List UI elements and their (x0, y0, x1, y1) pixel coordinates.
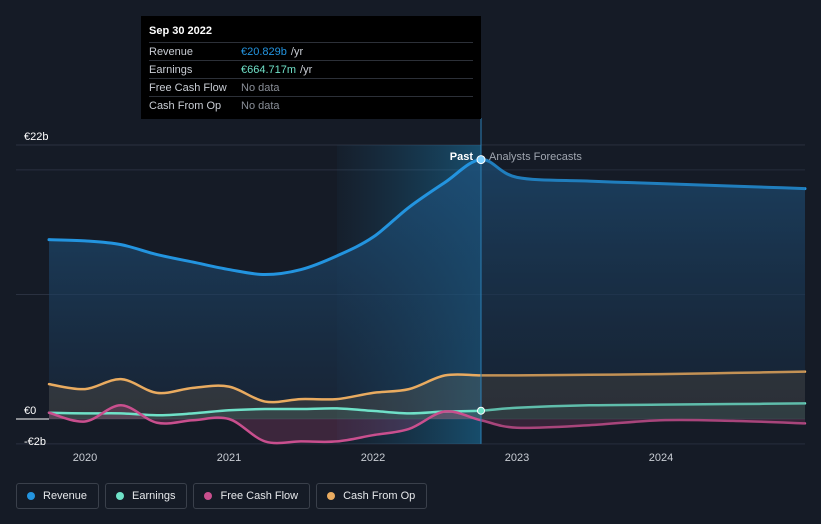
legend-item-cash-from-op[interactable]: Cash From Op (316, 483, 428, 509)
tooltip-row-cash-from-op: Cash From Op No data (149, 96, 473, 114)
legend-label: Cash From Op (343, 490, 416, 502)
tooltip-value: €664.717m (241, 63, 297, 76)
tooltip-label: Cash From Op (149, 99, 222, 112)
series-area-free-cash-flow (49, 405, 805, 444)
revenue-dot-icon (27, 492, 35, 500)
earnings-dot-icon (116, 492, 125, 500)
tooltip-value: No data (241, 81, 280, 94)
tooltip-row-earnings: Earnings €664.717m /yr (149, 60, 473, 78)
legend-label: Free Cash Flow (220, 490, 299, 502)
free-cash-flow-dot-icon (204, 492, 213, 500)
tooltip-value: No data (241, 99, 280, 112)
legend-label: Earnings (132, 490, 176, 502)
legend-item-free-cash-flow[interactable]: Free Cash Flow (193, 483, 311, 509)
forecast-label: Analysts Forecasts (489, 151, 582, 163)
hover-markers (476, 155, 486, 415)
y-tick-label: -€2b (24, 436, 46, 448)
past-label: Past (450, 151, 474, 163)
x-axis: 2020 2021 2022 2023 2024 (73, 452, 673, 464)
x-tick-label: 2021 (217, 452, 241, 464)
legend-label: Revenue (43, 490, 88, 502)
legend: Revenue Earnings Free Cash Flow Cash Fro… (16, 483, 428, 509)
series-area-earnings (49, 403, 805, 419)
series-line-revenue (47, 158, 807, 277)
series-lines (47, 145, 807, 445)
x-tick-label: 2023 (505, 452, 529, 464)
legend-item-revenue[interactable]: Revenue (16, 483, 100, 509)
revenue-marker (476, 155, 486, 165)
series-areas (49, 159, 805, 444)
series-area-cash-from-op (49, 371, 805, 419)
series-line-earnings (47, 402, 807, 417)
y-axis: €22b €0 -€2b (24, 131, 48, 448)
forecast-shade (481, 145, 805, 444)
tooltip-label: Earnings (149, 63, 193, 76)
tooltip-unit: /yr (290, 45, 304, 58)
x-tick-label: 2022 (361, 452, 385, 464)
tooltip-label: Free Cash Flow (149, 81, 227, 94)
x-tick-label: 2024 (649, 452, 673, 464)
earnings-marker (477, 406, 485, 415)
y-tick-label: €22b (24, 131, 48, 143)
legend-item-earnings[interactable]: Earnings (105, 483, 188, 509)
tooltip-row-free-cash-flow: Free Cash Flow No data (149, 78, 473, 96)
tooltip-label: Revenue (149, 45, 194, 58)
series-area-revenue (49, 159, 805, 419)
y-tick-label: €0 (24, 405, 36, 417)
tooltip-row-revenue: Revenue €20.829b /yr (149, 42, 473, 60)
tooltip: Sep 30 2022 Revenue €20.829b /yr Earning… (141, 16, 481, 119)
series-line-free-cash-flow (47, 404, 807, 445)
cash-from-op-dot-icon (327, 492, 336, 500)
tooltip-unit: /yr (300, 63, 313, 76)
tooltip-value: €20.829b (241, 45, 287, 58)
series-line-cash-from-op (47, 370, 807, 404)
tooltip-date: Sep 30 2022 (149, 25, 212, 37)
x-tick-label: 2020 (73, 452, 97, 464)
